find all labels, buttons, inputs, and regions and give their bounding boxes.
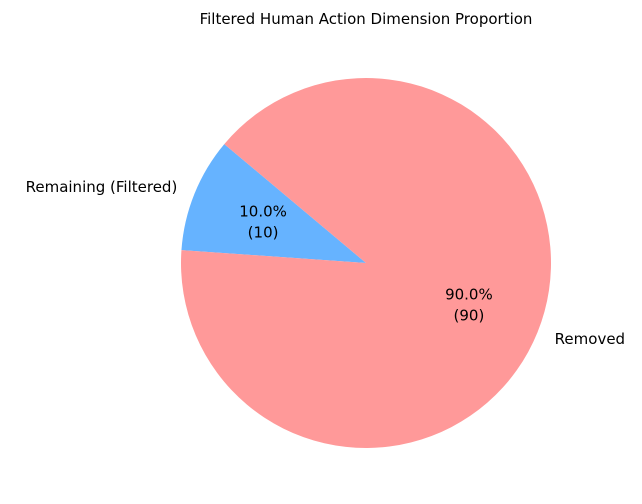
label-remaining: Remaining (Filtered): [26, 178, 178, 196]
label-removed: Removed: [555, 330, 625, 348]
slice-remaining: [181, 144, 366, 263]
pie-labels: Remaining (Filtered) 10.0% (10) Removed 90.0…: [26, 178, 625, 348]
slice-removed: [181, 77, 551, 449]
pct-remaining: 10.0% (10): [239, 202, 287, 241]
pie-slices: [181, 77, 551, 449]
pct-removed: 90.0% (90): [445, 286, 493, 325]
chart-title: Filtered Human Action Dimension Proporti…: [200, 10, 533, 28]
